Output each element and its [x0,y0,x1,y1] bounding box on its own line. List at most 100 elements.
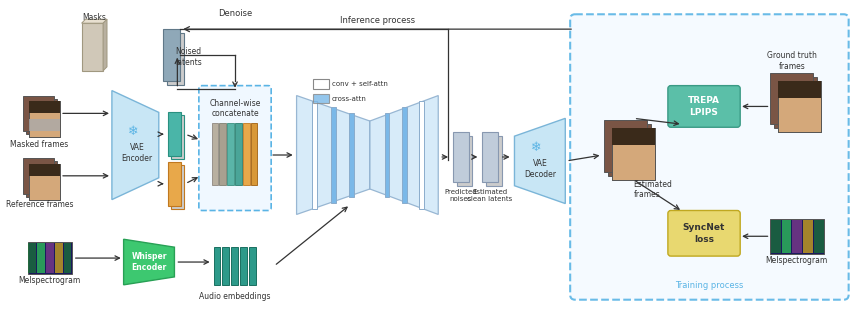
Bar [770,73,814,124]
Bar [249,247,256,285]
Bar [774,77,817,128]
Bar [23,158,55,194]
Polygon shape [82,23,103,71]
Text: loss: loss [694,235,714,244]
Polygon shape [296,95,370,215]
Text: Noised
latents: Noised latents [176,47,202,67]
Bar [803,220,813,253]
Polygon shape [170,115,184,159]
Bar [779,81,821,98]
Bar [29,101,60,137]
Bar [28,242,72,274]
Polygon shape [167,33,184,85]
Text: LPIPS: LPIPS [689,108,718,117]
Bar [814,220,824,253]
Bar [55,243,62,273]
Polygon shape [515,118,565,204]
Bar [37,243,45,273]
Bar [418,101,423,208]
Bar [222,247,229,285]
Bar [64,243,72,273]
FancyBboxPatch shape [668,211,740,256]
Bar [782,220,792,253]
Bar [453,132,469,182]
Bar [401,107,406,202]
Bar [770,220,824,254]
Bar [26,99,57,134]
Bar [23,95,55,131]
Bar [792,220,803,253]
Text: Estimated
clean latents: Estimated clean latents [468,189,513,202]
Bar [243,123,250,185]
Bar [313,101,317,208]
Polygon shape [170,165,184,208]
Text: TREPA: TREPA [688,96,720,105]
Bar [28,243,36,273]
Text: Audio embeddings: Audio embeddings [199,292,271,301]
Bar [331,107,336,202]
Text: Melspectrogram: Melspectrogram [766,256,828,265]
Polygon shape [124,239,175,285]
Text: Reference frames: Reference frames [6,200,73,209]
Bar [613,128,655,145]
Bar [163,29,181,81]
Text: ❄: ❄ [128,125,139,138]
Bar [314,94,329,104]
FancyBboxPatch shape [199,86,271,211]
Bar [250,123,257,185]
Bar [29,164,60,200]
Text: cross-attn: cross-attn [331,95,366,101]
Bar [46,243,54,273]
Text: Denoise: Denoise [218,9,252,18]
Text: ❄: ❄ [531,141,541,154]
Text: Inference process: Inference process [340,16,415,25]
Bar [314,79,329,89]
Text: Whisper
Encoder: Whisper Encoder [131,252,167,272]
Text: SyncNet: SyncNet [682,223,725,232]
Bar [604,120,648,172]
Bar [168,112,181,156]
Bar [227,123,234,185]
Bar [231,247,238,285]
Text: Training process: Training process [676,281,744,290]
Text: conv + self-attn: conv + self-attn [331,81,388,87]
Polygon shape [103,19,107,71]
Bar [168,162,181,206]
Bar [219,123,227,185]
Bar [214,247,221,285]
Bar [29,119,60,131]
Polygon shape [457,136,473,186]
Bar [29,101,60,137]
Text: Predicted
noises: Predicted noises [445,189,477,202]
Bar [613,128,655,180]
Bar [349,114,354,197]
Text: Masked frames: Masked frames [10,140,69,149]
Text: Ground truth
frames: Ground truth frames [767,51,817,71]
Bar [384,114,389,197]
Text: Estimated
frames: Estimated frames [634,180,672,199]
Bar [240,247,247,285]
Text: Melspectrogram: Melspectrogram [18,276,80,285]
FancyBboxPatch shape [570,14,849,300]
Bar [771,220,780,253]
FancyBboxPatch shape [668,86,740,127]
Bar [779,81,821,132]
Bar [613,128,655,180]
Text: VAE
Encoder: VAE Encoder [122,143,153,163]
Bar [482,132,498,182]
Bar [779,81,821,132]
Polygon shape [112,91,158,200]
Text: Channel-wise
concatenate: Channel-wise concatenate [210,99,261,118]
Polygon shape [486,136,502,186]
Bar [29,164,60,200]
Polygon shape [370,95,438,215]
Text: VAE
Decoder: VAE Decoder [524,159,556,179]
Polygon shape [82,19,107,23]
Text: Masks: Masks [83,13,106,22]
Bar [235,123,242,185]
Bar [29,164,60,176]
Bar [29,101,60,114]
Bar [211,123,218,185]
Bar [608,124,651,176]
Bar [26,161,57,197]
